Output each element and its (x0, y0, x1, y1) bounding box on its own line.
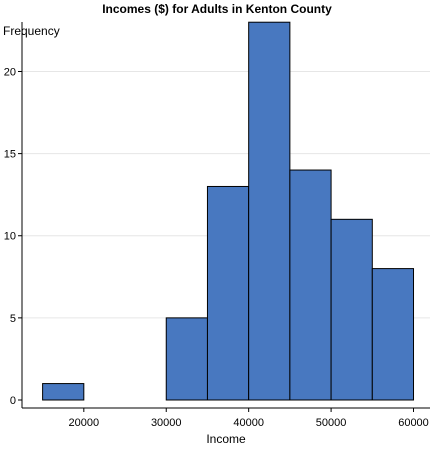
x-axis-label: Income (206, 432, 246, 446)
y-tick-label-0: 0 (10, 395, 16, 407)
histogram-bar-15000-20000 (42, 383, 85, 401)
axes (18, 22, 430, 412)
x-tick-label-50000: 50000 (316, 417, 347, 429)
histogram-bar-40000-45000 (248, 21, 291, 401)
x-tick-label-60000: 60000 (398, 417, 429, 429)
y-tick-label-10: 10 (4, 231, 16, 243)
y-tick-label-20: 20 (4, 66, 16, 78)
histogram-bar-30000-35000 (165, 317, 208, 401)
histogram-bar-55000-60000 (371, 268, 415, 401)
x-tick-label-30000: 30000 (151, 417, 182, 429)
chart-title: Incomes ($) for Adults in Kenton County (102, 2, 332, 16)
tick-labels: 0 5 10 15 20 20000 30000 40000 50000 60000 (4, 66, 429, 429)
x-tick-label-40000: 40000 (233, 417, 264, 429)
y-tick-label-15: 15 (4, 149, 16, 161)
histogram-bars (42, 21, 415, 401)
x-tick-label-20000: 20000 (69, 417, 100, 429)
y-tick-label-5: 5 (10, 313, 16, 325)
histogram-bar-50000-55000 (330, 218, 373, 401)
histogram-bar-35000-40000 (206, 185, 250, 401)
histogram-bar-45000-50000 (289, 169, 332, 401)
y-axis-label: Frequency (3, 24, 60, 38)
